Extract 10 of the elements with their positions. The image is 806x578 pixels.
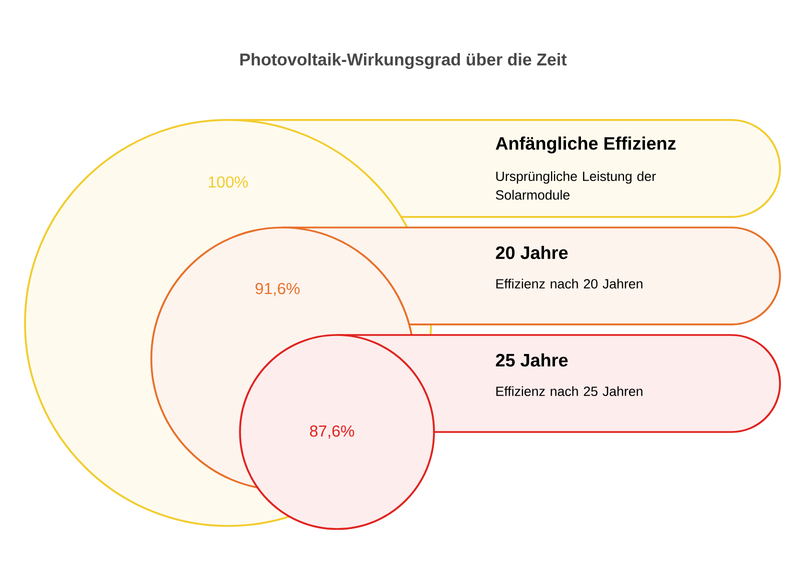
data-label: 87,6% — [310, 425, 354, 439]
data-label: 91,6% — [256, 282, 300, 296]
text: Ursprüngliche Leistung der Solarmodule — [496, 171, 656, 200]
data-label: 100% — [208, 176, 248, 188]
category-label: Anfängliche Effizienz — [496, 136, 676, 154]
category-label: 25 Jahre — [496, 353, 568, 367]
category-label: 20 Jahre — [496, 246, 568, 260]
text: Effizienz nach 25 Jahren — [496, 386, 642, 396]
text: Effizienz nach 20 Jahren — [496, 278, 642, 289]
text: Photovoltaik-Wirkungsgrad über die Zeit — [240, 53, 567, 69]
